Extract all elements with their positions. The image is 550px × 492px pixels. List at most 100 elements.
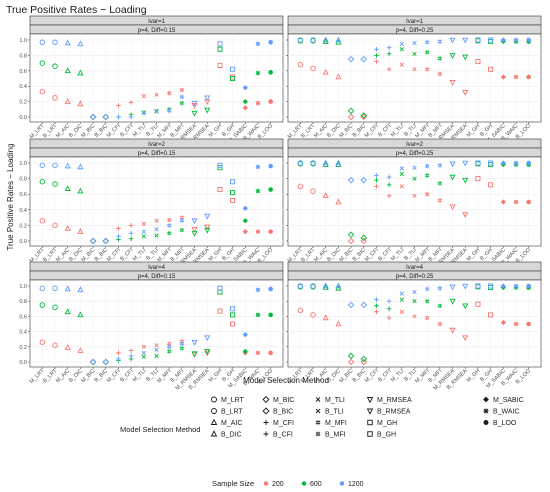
data-point-B_LRT-200 [310,65,316,72]
legend-key-B_LOO [483,420,489,425]
legend-item-label: M_MFI [325,420,347,427]
data-point-B_RMSEA-600 [462,54,469,61]
data-point-M_GH-200 [217,186,223,193]
data-point-M_CFI-1200 [116,114,121,120]
facet-panel-0-1: Ivar=1p=4, Diff=0.25M_LRTB_LRTM_AICB_DIC… [286,15,542,147]
data-point-M_AIC-600 [322,284,329,290]
legend-key-B_DIC [210,430,218,437]
legend-item-B_LOO: B_LOO [483,420,517,427]
data-point-B_BIC-200 [360,358,368,366]
legend-item-label: B_CFI [273,432,293,439]
x-axis-title: Model Selection Method [243,376,329,385]
facet-strip-diff-label: p=4, Diff=0.25 [396,28,434,34]
data-point-B_GH-200 [488,66,494,72]
x-tick-label: M_GH [208,123,223,138]
x-tick-label: M_TLI [390,368,406,384]
legend-item-M_MFI: M_MFI [315,420,347,427]
data-point-M_TLI-200 [399,309,404,314]
data-point-B_RMSEA-200 [204,350,211,357]
data-point-M_BIC-1200 [347,176,355,184]
data-point-M_LRT-1200 [297,283,304,289]
y-tick-label: 0.4 [19,330,27,336]
data-point-B_LRT-200 [52,222,58,229]
data-point-M_TLI-1200 [141,110,146,116]
legend-key-B_RMSEA [366,408,374,415]
x-tick-label: M_TLI [390,123,406,139]
data-point-M_AIC-1200 [322,282,329,289]
data-point-M_SABIC-1200 [242,85,248,91]
data-point-M_LRT-600 [39,178,46,185]
data-point-B_CFI-200 [128,348,134,353]
x-tick-label: B_LOO [515,123,533,141]
data-point-B_TLI-600 [412,176,417,181]
data-point-B_WAIC-200 [255,229,261,234]
data-point-B_RMSEA-600 [204,107,211,114]
data-point-B_CFI-200 [128,223,134,228]
legend-item-M_SABIC: M_SABIC [483,396,524,404]
x-tick-label: M_TLI [132,247,148,263]
data-point-M_SABIC-200 [242,228,248,235]
data-point-B_LRT-1200 [52,285,58,292]
data-point-M_MFI-1200 [425,286,430,292]
data-point-M_MFI-200 [425,315,430,320]
data-point-B_MFI-1200 [437,39,442,44]
legend-method-title: Model Selection Method [120,425,200,434]
data-point-B_LOO-1200 [526,283,531,289]
data-point-B_LOO-200 [268,350,273,356]
data-point-B_CFI-1200 [128,230,134,236]
data-point-B_MFI-1200 [179,341,184,346]
x-tick-label: M_BIC [338,123,354,139]
data-point-M_BIC-600 [347,352,355,360]
y-tick-label: 0.0 [19,115,27,121]
data-point-M_LRT-200 [39,339,46,345]
data-point-M_SABIC-1200 [500,283,506,289]
legend-item-M_RMSEA: M_RMSEA [366,397,412,404]
x-tick-label: M_CFI [106,368,122,384]
data-point-M_GH-1200 [475,160,481,166]
data-point-B_WAIC-1200 [255,164,261,170]
facet-strip-diff-label: p=4, Diff=0.25 [396,274,434,280]
facet-panel-0-0: Ivar=1 p=4, Diff=0.15 0.0 0.2 0.4 0.6 0.8 1.0 M_… [19,15,284,147]
panel-points [39,39,273,121]
data-point-M_RMSEA-600 [449,174,456,181]
data-point-M_MFI-600 [167,349,172,354]
data-point-B_MFI-600 [437,181,442,186]
panel-points [39,285,273,366]
data-point-M_AIC-1200 [322,159,329,166]
data-point-B_MFI-600 [179,228,184,233]
data-point-M_CFI-200 [374,309,379,315]
data-point-M_RMSEA-1200 [191,218,198,225]
legend-item-B_CFI: B_CFI [263,431,293,439]
data-point-B_LOO-200 [526,199,531,205]
data-point-M_CFI-200 [374,184,379,189]
data-point-B_TLI-600 [154,108,159,113]
data-point-B_GH-1200 [488,37,494,43]
data-point-B_BIC-1200 [102,113,110,121]
data-point-M_CFI-200 [116,103,121,108]
legend-key-M_TLI [315,397,321,402]
data-point-B_TLI-1200 [154,109,159,114]
data-point-M_TLI-200 [141,94,146,99]
x-tick-label: M_AIC [313,123,329,139]
data-point-M_LRT-200 [39,88,46,95]
data-point-B_CFI-200 [386,193,392,199]
data-point-B_CFI-1200 [386,174,392,180]
data-point-M_TLI-600 [399,297,404,302]
x-tick-label: M_AIC [55,247,71,263]
data-point-B_CFI-1200 [128,353,134,359]
data-point-M_CFI-200 [116,350,121,356]
data-point-M_BIC-200 [347,113,355,121]
data-point-B_DIC-200 [77,100,84,107]
data-point-M_GH-600 [217,46,223,52]
panel-points [297,36,531,121]
legend-key-M_MFI [315,420,321,425]
y-tick-label: 0.4 [19,84,27,90]
legend-size-200: 200 [263,481,284,488]
legend-item-B_DIC: B_DIC [210,430,242,439]
data-point-M_GH-1200 [217,162,223,168]
panel-points [39,162,273,245]
data-point-M_MFI-600 [425,50,430,55]
data-point-M_SABIC-200 [500,199,506,205]
data-point-B_WAIC-1200 [513,160,519,166]
data-point-M_GH-200 [217,308,223,314]
